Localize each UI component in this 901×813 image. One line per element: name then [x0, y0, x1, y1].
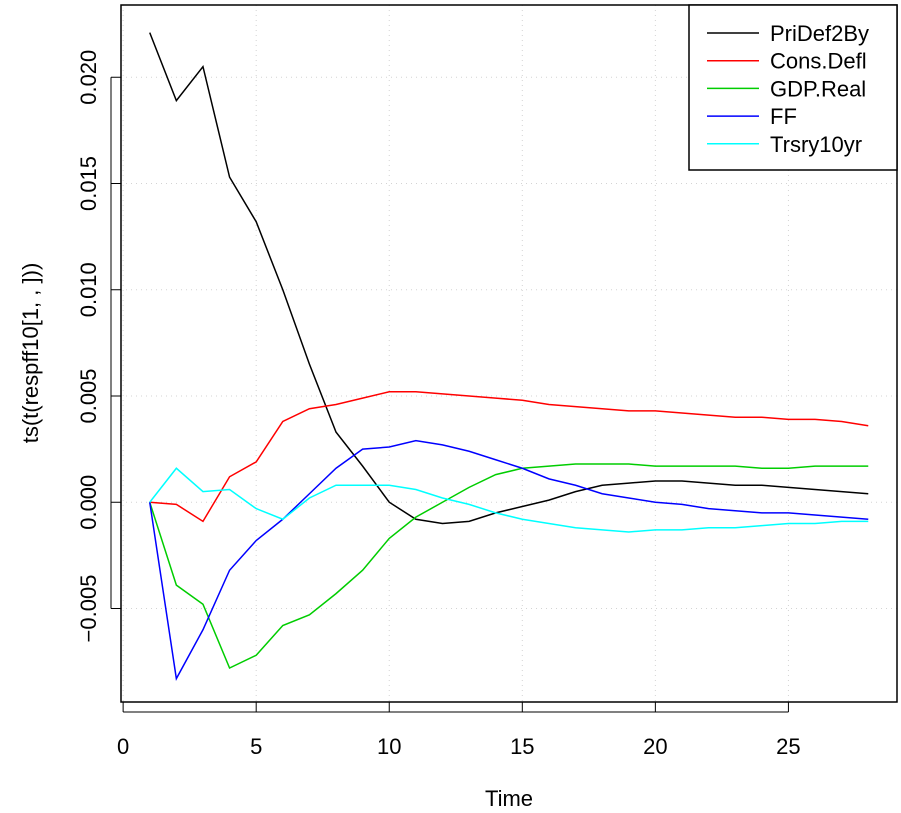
- series-line: [148, 439, 869, 681]
- x-tick-label: 5: [250, 734, 262, 759]
- legend-label: FF: [770, 104, 797, 129]
- x-tick-label: 25: [776, 734, 800, 759]
- series-line: [149, 391, 869, 523]
- legend-label: PriDef2By: [770, 21, 869, 46]
- y-tick-label: 0.020: [76, 50, 101, 105]
- series-line: [149, 32, 869, 525]
- legend-label: Cons.Defl: [770, 49, 867, 74]
- legend-box: [688, 4, 898, 171]
- x-tick-label: 10: [377, 734, 401, 759]
- x-axis-label: Time: [485, 786, 533, 811]
- y-tick-label: 0.010: [76, 262, 101, 317]
- series-line: [149, 467, 869, 533]
- legend-label: Trsry10yr: [770, 132, 862, 157]
- plot-frame: [120, 4, 898, 703]
- series-line: [149, 463, 869, 670]
- y-tick-label: 0.000: [76, 475, 101, 530]
- y-tick-label: 0.005: [76, 368, 101, 423]
- legend-label: GDP.Real: [770, 76, 866, 101]
- x-tick-label: 0: [117, 734, 129, 759]
- y-tick-label: −0.005: [76, 575, 101, 643]
- y-axis-label: ts(t(respff10[1, , ])): [18, 263, 43, 444]
- x-tick-label: 20: [643, 734, 667, 759]
- y-tick-label: 0.015: [76, 156, 101, 211]
- x-tick-label: 15: [510, 734, 534, 759]
